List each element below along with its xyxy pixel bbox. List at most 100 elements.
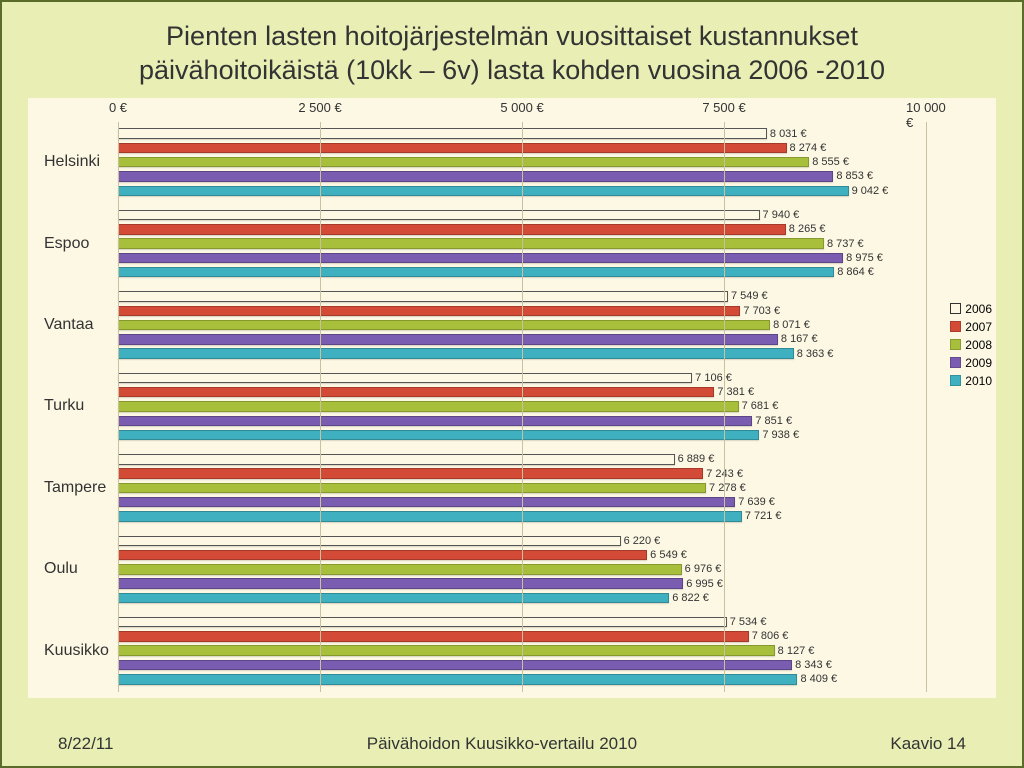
gridline <box>724 122 725 692</box>
categories-container: Helsinki 8 031 € 8 274 € 8 555 € 8 853 € 9 04… <box>28 122 926 692</box>
legend-item: 2006 <box>950 302 992 316</box>
bar-value-label: 6 889 € <box>678 453 715 465</box>
category-label: Kuusikko <box>44 642 109 660</box>
bar-value-label: 6 822 € <box>672 592 709 604</box>
gridline <box>926 122 927 692</box>
category-label: Vantaa <box>44 316 94 334</box>
bar-value-label: 8 127 € <box>778 645 815 657</box>
bar: 8 031 € <box>118 128 767 139</box>
bar: 7 806 € <box>118 631 749 642</box>
bar: 8 127 € <box>118 645 775 656</box>
bar: 8 853 € <box>118 171 833 182</box>
category-row: Oulu6 220 €6 549 €6 976 €6 995 €6 822 € <box>28 529 926 610</box>
bar: 6 995 € <box>118 578 683 589</box>
category-row: Kuusikko 7 534 € 7 806 € 8 127 € 8 343 € 8 40… <box>28 610 926 691</box>
bar-value-label: 7 938 € <box>762 429 799 441</box>
plot-area: Helsinki 8 031 € 8 274 € 8 555 € 8 853 € 9 04… <box>28 122 926 692</box>
legend-item: 2007 <box>950 320 992 334</box>
bar-value-label: 7 534 € <box>730 616 767 628</box>
legend-label: 2007 <box>965 320 992 334</box>
bar: 7 940 € <box>118 210 760 221</box>
bar: 6 549 € <box>118 550 647 561</box>
bar: 6 822 € <box>118 593 669 604</box>
bar: 6 220 € <box>118 536 621 547</box>
bar: 8 975 € <box>118 253 843 264</box>
bar-value-label: 7 639 € <box>738 496 775 508</box>
footer-center: Päivähoidon Kuusikko-vertailu 2010 <box>367 734 637 754</box>
title-line-1: Pienten lasten hoitojärjestelmän vuositt… <box>166 21 858 51</box>
legend-item: 2008 <box>950 338 992 352</box>
category-row: Turku 7 106 € 7 381 € 7 681 € 7 851 € 7 938 € <box>28 366 926 447</box>
bar: 8 864 € <box>118 267 834 278</box>
bar: 7 106 € <box>118 373 692 384</box>
bar-value-label: 8 343 € <box>795 659 832 671</box>
legend-swatch <box>950 303 961 314</box>
bar: 8 555 € <box>118 157 809 168</box>
category-row: Espoo7 940 €8 265 €8 737 €8 975 €8 864 € <box>28 203 926 284</box>
legend-item: 2010 <box>950 374 992 388</box>
bar-value-label: 8 737 € <box>827 238 864 250</box>
bar-value-label: 8 975 € <box>846 252 883 264</box>
chart-legend: 2006 2007 2008 2009 2010 <box>950 298 992 392</box>
category-label: Tampere <box>44 479 106 497</box>
bar-value-label: 7 278 € <box>709 482 746 494</box>
bar: 7 243 € <box>118 468 703 479</box>
legend-label: 2009 <box>965 356 992 370</box>
bar-value-label: 6 995 € <box>686 578 723 590</box>
legend-label: 2010 <box>965 374 992 388</box>
legend-label: 2006 <box>965 302 992 316</box>
bar-value-label: 6 220 € <box>624 535 661 547</box>
bar-value-label: 8 071 € <box>773 319 810 331</box>
bar: 8 274 € <box>118 143 787 154</box>
x-axis-tick: 7 500 € <box>702 100 745 115</box>
bar-value-label: 8 409 € <box>800 673 837 685</box>
category-label: Espoo <box>44 235 89 253</box>
bar-value-label: 7 681 € <box>742 400 779 412</box>
title-line-2: päivähoitoikäistä (10kk – 6v) lasta kohd… <box>139 55 885 85</box>
bar: 7 681 € <box>118 401 739 412</box>
bar-value-label: 7 721 € <box>745 510 782 522</box>
bar: 8 737 € <box>118 238 824 249</box>
legend-swatch <box>950 339 961 350</box>
bar: 7 851 € <box>118 416 752 427</box>
bar-value-label: 8 167 € <box>781 333 818 345</box>
bar: 7 549 € <box>118 291 728 302</box>
bar-value-label: 6 976 € <box>685 563 722 575</box>
bar: 7 534 € <box>118 617 727 628</box>
category-row: Tampere 6 889 € 7 243 € 7 278 € 7 639 € 7 721… <box>28 447 926 528</box>
bar: 8 343 € <box>118 660 792 671</box>
bar: 8 167 € <box>118 334 778 345</box>
category-label: Helsinki <box>44 153 100 171</box>
bar: 7 278 € <box>118 483 706 494</box>
bar-value-label: 6 549 € <box>650 549 687 561</box>
bar-value-label: 7 851 € <box>755 415 792 427</box>
category-row: Vantaa 7 549 € 7 703 € 8 071 € 8 167 € 8 363 … <box>28 284 926 365</box>
bar-value-label: 8 555 € <box>812 156 849 168</box>
bar-value-label: 8 363 € <box>797 348 834 360</box>
slide-footer: 8/22/11 Päivähoidon Kuusikko-vertailu 20… <box>2 734 1022 754</box>
footer-date: 8/22/11 <box>58 734 113 754</box>
bar: 7 703 € <box>118 306 740 317</box>
category-label: Oulu <box>44 560 78 578</box>
bar: 8 071 € <box>118 320 770 331</box>
bar: 7 381 € <box>118 387 714 398</box>
gridline <box>320 122 321 692</box>
legend-item: 2009 <box>950 356 992 370</box>
legend-swatch <box>950 357 961 368</box>
bar: 8 363 € <box>118 348 794 359</box>
bar: 9 042 € <box>118 186 849 197</box>
bar-value-label: 8 031 € <box>770 128 807 140</box>
legend-swatch <box>950 375 961 386</box>
legend-swatch <box>950 321 961 332</box>
gridline <box>522 122 523 692</box>
slide: Pienten lasten hoitojärjestelmän vuositt… <box>0 0 1024 768</box>
bar-value-label: 7 106 € <box>695 372 732 384</box>
bar-value-label: 7 549 € <box>731 290 768 302</box>
bar: 6 976 € <box>118 564 682 575</box>
bar-value-label: 8 274 € <box>790 142 827 154</box>
bar-value-label: 8 265 € <box>789 223 826 235</box>
category-label: Turku <box>44 397 84 415</box>
x-axis-tick: 5 000 € <box>500 100 543 115</box>
bar: 7 721 € <box>118 511 742 522</box>
chart-title: Pienten lasten hoitojärjestelmän vuositt… <box>22 20 1002 88</box>
